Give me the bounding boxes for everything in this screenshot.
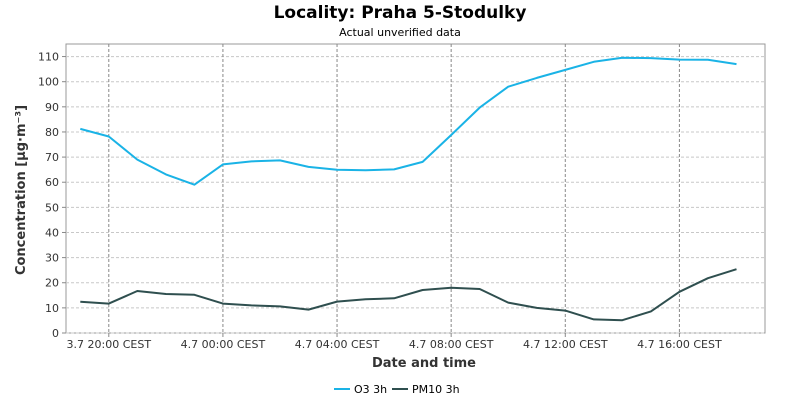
x-tick-label: 4.7 12:00 CEST: [523, 338, 608, 351]
series-line-o3-3h: [80, 56, 737, 186]
plot-area: [65, 43, 766, 334]
x-tick-label: 3.7 20:00 CEST: [67, 338, 152, 351]
chart-subtitle: Actual unverified data: [339, 26, 461, 39]
y-tick-label: 110: [38, 51, 59, 64]
y-tick-label: 10: [45, 302, 59, 315]
y-tick-label: 60: [45, 176, 59, 189]
y-tick-label: 100: [38, 76, 59, 89]
legend-label: O3 3h: [354, 383, 387, 396]
y-tick-label: 80: [45, 126, 59, 139]
x-tick-label: 4.7 08:00 CEST: [409, 338, 494, 351]
series-lines: [80, 56, 737, 322]
x-tick-label: 4.7 16:00 CEST: [637, 338, 722, 351]
x-tick-label: 4.7 04:00 CEST: [295, 338, 380, 351]
y-tick-label: 50: [45, 201, 59, 214]
x-axis-label: Date and time: [372, 356, 476, 371]
legend-label: PM10 3h: [412, 383, 460, 396]
axis-ticks: 0 10 20 30 40 50 60 70 80 90 100 110 3.7 20:00 CEST 4…: [38, 51, 722, 351]
y-tick-label: 30: [45, 252, 59, 265]
y-tick-label: 90: [45, 101, 59, 114]
legend: O3 3h PM10 3h: [334, 383, 460, 396]
y-tick-label: 70: [45, 151, 59, 164]
x-tick-label: 4.7 00:00 CEST: [181, 338, 266, 351]
series-line-pm10-3h: [80, 268, 737, 322]
y-axis-label: Concentration [µg·m⁻³]: [14, 105, 29, 275]
y-tick-label: 40: [45, 226, 59, 239]
y-tick-label: 0: [52, 327, 59, 340]
chart-title: Locality: Praha 5-Stodulky: [274, 3, 527, 23]
grid: [66, 44, 765, 334]
y-tick-label: 20: [45, 277, 59, 290]
